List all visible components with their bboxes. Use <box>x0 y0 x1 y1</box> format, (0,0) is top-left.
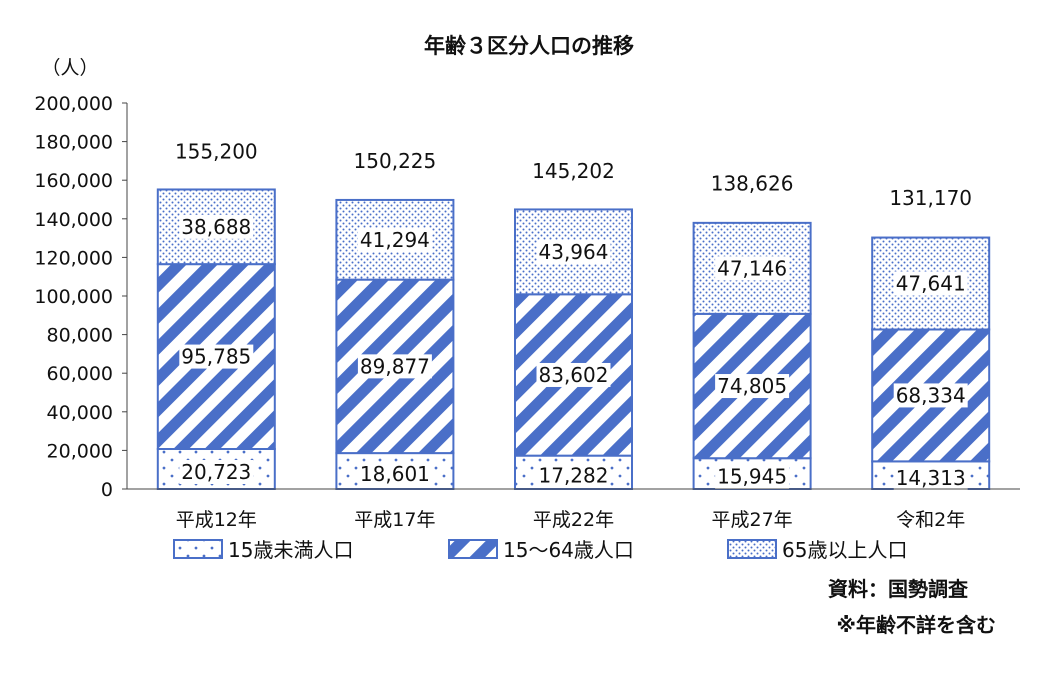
segment-value-label: 15,945 <box>717 465 787 489</box>
segment-label-background <box>179 344 254 369</box>
segment-label-background <box>536 463 611 488</box>
y-tick-label: 140,000 <box>34 209 113 231</box>
segment-label-background <box>179 460 254 485</box>
segment-label-background <box>893 466 968 491</box>
legend-label: 15歳未満人口 <box>228 538 353 562</box>
segment-label-background <box>715 374 790 399</box>
segment-label-background <box>536 239 611 264</box>
legend-swatch-2 <box>448 539 498 559</box>
segment-value-label: 95,785 <box>181 345 251 369</box>
segment-value-label: 41,294 <box>360 228 430 252</box>
segment-value-label: 74,805 <box>717 374 787 398</box>
y-tick-label: 200,000 <box>34 93 113 115</box>
segment-value-label: 47,641 <box>896 272 966 296</box>
y-tick-label: 0 <box>101 479 113 501</box>
segment-label-background <box>179 214 254 239</box>
segment-label-background <box>715 256 790 281</box>
segment-label-background <box>357 462 432 487</box>
y-tick-label: 20,000 <box>47 440 113 462</box>
segment-value-label: 18,601 <box>360 462 430 486</box>
legend-swatch-1 <box>173 539 223 559</box>
segment-value-label: 68,334 <box>896 383 966 407</box>
segment-value-label: 38,688 <box>181 215 251 239</box>
segment-value-label: 20,723 <box>181 460 251 484</box>
segment-value-label: 17,282 <box>539 463 609 487</box>
segment-value-label: 43,964 <box>539 240 609 264</box>
total-value-label: 150,225 <box>354 149 437 173</box>
chart-title: 年齢３区分人口の推移 <box>424 34 634 58</box>
y-tick-label: 80,000 <box>47 325 113 347</box>
segment-label-background <box>536 362 611 387</box>
segment-label-background <box>357 354 432 379</box>
footnote: ※年齢不詳を含む <box>837 613 996 637</box>
x-category-label: 平成17年 <box>354 509 435 531</box>
y-tick-label: 160,000 <box>34 170 113 192</box>
legend-label: 15～64歳人口 <box>503 538 634 562</box>
x-category-label: 平成22年 <box>533 509 614 531</box>
segment-label-background <box>715 464 790 489</box>
x-category-label: 平成12年 <box>176 509 257 531</box>
legend-label: 65歳以上人口 <box>782 538 907 562</box>
segment-label-background <box>357 227 432 252</box>
total-value-label: 155,200 <box>175 139 258 163</box>
y-axis-unit-label: （人） <box>41 57 98 79</box>
y-tick-label: 40,000 <box>47 402 113 424</box>
source-note: 資料：国勢調査 <box>828 577 968 601</box>
y-tick-label: 100,000 <box>34 286 113 308</box>
y-tick-label: 120,000 <box>34 247 113 269</box>
y-tick-label: 60,000 <box>47 363 113 385</box>
segment-value-label: 89,877 <box>360 354 430 378</box>
y-tick-label: 180,000 <box>34 132 113 154</box>
total-value-label: 131,170 <box>889 186 972 210</box>
segment-label-background <box>893 271 968 296</box>
legend: 15歳未満人口 15～64歳人口 65歳以上人口 <box>173 538 907 562</box>
x-category-label: 令和2年 <box>896 509 965 531</box>
legend-swatch-3 <box>727 539 777 559</box>
bar-segment-3 <box>335 198 455 281</box>
segment-value-label: 83,602 <box>539 363 609 387</box>
total-value-label: 145,202 <box>532 159 615 183</box>
segment-value-label: 14,313 <box>896 466 966 490</box>
x-category-label: 平成27年 <box>712 509 793 531</box>
total-value-label: 138,626 <box>711 171 794 195</box>
segment-value-label: 47,146 <box>717 256 787 280</box>
segment-label-background <box>893 383 968 408</box>
